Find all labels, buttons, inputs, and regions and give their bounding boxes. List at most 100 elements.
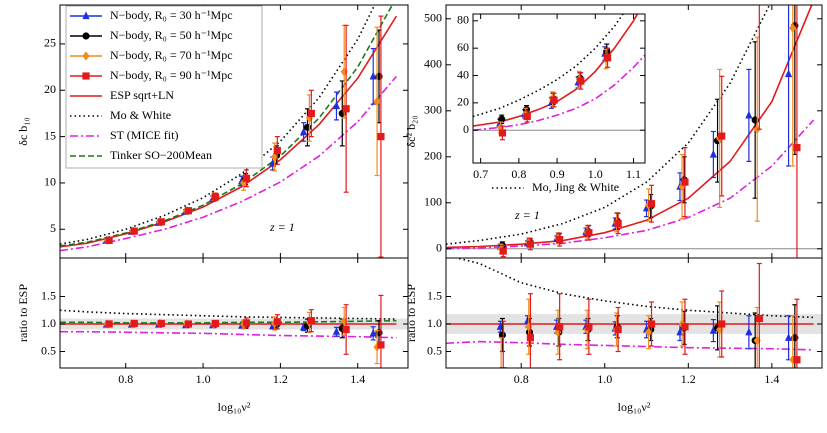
y-tick-label: 5 xyxy=(50,221,56,235)
marker xyxy=(157,319,165,328)
plot-area xyxy=(60,5,398,258)
legend-marker xyxy=(82,72,90,80)
marker xyxy=(647,200,656,208)
legend-marker xyxy=(82,51,90,61)
curve xyxy=(60,309,397,320)
marker xyxy=(498,331,506,339)
marker xyxy=(211,319,220,328)
marker xyxy=(678,182,686,192)
error-bar xyxy=(500,320,506,368)
marker xyxy=(184,320,192,328)
legend: N−body, R₀ = 30 h⁻¹Mpc N−body, R₀ = 50 h⁻… xyxy=(65,5,263,169)
x-axis-label: log₁₀ν² xyxy=(218,400,251,414)
y-tick-label: 0.5 xyxy=(41,343,56,357)
marker xyxy=(342,325,350,334)
error-bar xyxy=(756,5,762,130)
y-tick-label: 200 xyxy=(424,149,442,163)
y-tick-label: 80 xyxy=(457,13,469,27)
marker xyxy=(556,323,564,331)
marker xyxy=(300,127,308,136)
marker xyxy=(526,240,534,248)
marker xyxy=(305,113,313,123)
marker xyxy=(681,178,689,186)
marker xyxy=(585,229,593,237)
legend-label: N−body, R₀ = 50 h⁻¹Mpc xyxy=(110,28,233,42)
curve xyxy=(446,5,771,245)
marker xyxy=(499,247,507,255)
marker xyxy=(373,342,381,352)
x-tick-label: 1.2 xyxy=(681,372,696,386)
y-tick-label: 1.0 xyxy=(427,316,442,330)
x-tick-label: 1.2 xyxy=(273,372,288,386)
marker xyxy=(789,23,797,33)
marker xyxy=(332,327,341,335)
marker xyxy=(498,115,506,123)
legend-label: N−body, R₀ = 30 h⁻¹Mpc xyxy=(110,8,233,22)
marker xyxy=(342,105,350,113)
marker xyxy=(377,341,385,349)
point-series xyxy=(105,15,385,258)
plot-area xyxy=(473,14,645,141)
marker xyxy=(745,110,753,119)
marker xyxy=(130,227,138,235)
marker xyxy=(332,101,341,110)
marker xyxy=(105,236,113,244)
y-tick-label: 1.5 xyxy=(41,288,56,302)
marker xyxy=(585,323,593,331)
y-tick-label: 0 xyxy=(436,241,442,255)
marker xyxy=(756,0,763,4)
marker xyxy=(496,122,505,133)
marker xyxy=(755,314,763,323)
marker xyxy=(307,317,315,325)
marker xyxy=(498,129,507,137)
marker xyxy=(157,218,165,226)
legend: Mo, Jing & White xyxy=(492,180,619,194)
legend-label: ST (MICE fit) xyxy=(110,128,178,142)
marker xyxy=(242,174,250,182)
legend-label: Mo & White xyxy=(110,108,171,122)
curve xyxy=(473,14,624,118)
y-tick-label: 40 xyxy=(457,67,469,81)
marker xyxy=(645,327,653,337)
marker xyxy=(603,54,612,62)
x-tick-label: 1.1 xyxy=(626,167,641,181)
y-tick-label: 1.5 xyxy=(427,288,442,302)
marker xyxy=(784,69,793,78)
marker xyxy=(709,149,717,158)
marker xyxy=(614,325,622,334)
y-tick-label: 20 xyxy=(44,82,56,96)
x-tick-label: 0.9 xyxy=(550,167,565,181)
y-tick-label: 500 xyxy=(424,11,442,25)
panel: 0 20 40 60 80 0.7 0.8 0.9 1.0 1.1 xyxy=(457,13,646,181)
marker xyxy=(681,323,689,331)
y-tick-label: 0.5 xyxy=(427,343,442,357)
marker xyxy=(526,334,534,342)
y-tick-label: 15 xyxy=(44,128,56,142)
marker xyxy=(271,152,279,162)
marker xyxy=(525,322,533,332)
curve xyxy=(473,54,645,131)
marker xyxy=(745,327,753,336)
y-tick-label: 400 xyxy=(424,57,442,71)
y-tick-label: 20 xyxy=(457,95,469,109)
frame xyxy=(59,257,409,369)
legend-label: Tinker SO−200Mean xyxy=(110,148,212,162)
point-series xyxy=(499,0,801,258)
marker xyxy=(718,320,726,328)
marker xyxy=(647,320,656,328)
marker xyxy=(577,77,585,85)
y-tick-label: 300 xyxy=(424,103,442,117)
marker xyxy=(273,318,281,326)
point-series xyxy=(105,294,385,368)
x-tick-label: 0.7 xyxy=(473,167,488,181)
y-axis-label: ratio to ESP xyxy=(16,284,30,342)
marker xyxy=(130,319,138,328)
marker xyxy=(242,319,250,327)
x-tick-label: 1.0 xyxy=(597,372,612,386)
annotation: z = 1 xyxy=(269,220,295,234)
marker xyxy=(307,109,315,118)
plot-area xyxy=(446,0,822,258)
frame xyxy=(472,13,646,164)
y-axis-label: δc² b₂₀ xyxy=(404,116,418,148)
